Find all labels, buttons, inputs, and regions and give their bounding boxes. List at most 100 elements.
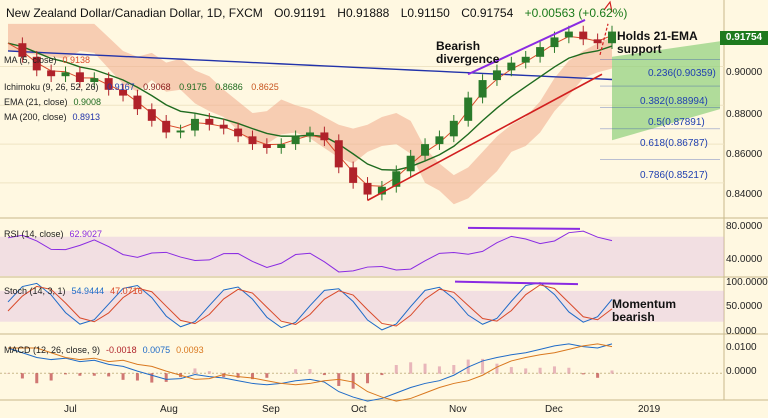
candle-body [234,128,243,137]
macd-hist-bar [366,373,370,384]
candle-body [291,136,300,145]
ichimoku-cloud-bear [8,23,612,205]
candle-body [507,62,516,71]
macd-hist-bar [322,373,326,376]
macd-hist-bar [294,369,298,374]
candle-body [119,89,128,96]
macd-hist-bar [495,363,499,374]
fib-label-786: 0.786(0.85217) [640,170,708,181]
ohlc-high: H0.91888 [337,6,390,20]
candle-body [492,70,501,81]
candle-body [550,37,559,48]
candle-body [593,39,602,44]
macd-hist-bar [78,373,82,376]
candle-body [377,186,386,195]
rsi-tick: 80.0000 [726,221,763,232]
month-label: Oct [351,404,367,415]
fib-label-500: 0.5(0.87891) [648,117,705,128]
macd-hist-bar [581,373,585,375]
stoch-tick: 50.0000 [726,301,763,312]
macd-hist-bar [164,373,168,382]
ema21-legend[interactable]: EMA (21, close) 0.9008 [4,97,102,107]
stoch-d-line [7,284,613,327]
stoch-tick: 100.0000 [726,277,768,288]
macd-hist-bar [308,369,312,374]
macd-hist-bar [394,365,398,374]
candle-body [176,130,185,133]
month-label: Dec [545,404,563,415]
stoch-k-line [7,282,613,331]
macd-hist-bar [49,373,53,381]
candle-body [435,136,444,145]
month-label: Nov [449,404,467,415]
candle-body [449,120,458,137]
bearish-divergence-annotation: Bearish divergence [436,39,500,66]
projection-arrow-head [603,0,613,13]
macd-hist-bar [538,367,542,374]
macd-hist-bar [222,373,226,378]
month-label: Sep [262,404,280,415]
stoch-divergence-line [454,280,579,286]
last-price-tag: 0.91754 [720,31,768,45]
ma5-legend[interactable]: MA (5, close) 0.9138 [4,55,91,65]
rsi-legend[interactable]: RSI (14, close) 62.9027 [4,229,103,239]
macd-hist-bar [6,373,10,374]
candle-body [564,31,573,38]
candle-body [47,70,56,77]
macd-hist-bar [35,373,39,384]
macd-hist-bar [92,373,96,376]
ohlc-close: C0.91754 [461,6,514,20]
macd-hist-bar [279,373,283,374]
macd-hist-bar [193,368,197,374]
ichimoku-legend[interactable]: Ichimoku (9, 26, 52, 26) 0.9167 0.9068 0… [4,82,279,92]
candle-body [334,140,343,168]
candle-body [75,72,84,83]
month-label: Jul [64,404,77,415]
macd-signal-line [8,343,613,402]
macd-legend[interactable]: MACD (12, 26, close, 9) -0.0018 0.0075 0.00… [4,345,204,355]
macd-hist-bar [351,373,355,389]
ohlc-open: O0.91191 [274,6,326,20]
candle-body [248,136,257,145]
macd-hist-bar [596,373,600,378]
macd-hist-bar [452,365,456,374]
macd-hist-bar [20,373,24,379]
momentum-annotation: Momentum bearish [612,297,676,324]
candle-body [608,31,616,44]
macd-tick: 0.0000 [726,366,757,377]
macd-hist-bar [567,367,571,374]
macd-hist-bar [423,363,427,374]
candle-body [464,97,473,121]
stoch-legend[interactable]: Stoch (14, 3, 1) 54.9444 47.0716 [4,286,143,296]
macd-hist-bar [107,373,111,377]
macd-hist-bar [552,366,556,374]
macd-hist-bar [481,358,485,374]
macd-hist-bar [207,371,211,374]
month-label: Aug [160,404,178,415]
candle-body [162,120,171,133]
macd-hist-bar [437,366,441,374]
ohlc-low: L0.91150 [400,6,450,20]
candle-body [61,72,70,77]
candle-body [363,182,372,195]
rsi-divergence-line [467,226,581,230]
fib-label-236: 0.236(0.90359) [648,68,716,79]
ema-support-annotation: Holds 21-EMA support [617,29,698,56]
candle-body [147,109,156,121]
ma200-legend[interactable]: MA (200, close) 0.8913 [4,112,101,122]
rsi-tick: 40.0000 [726,254,763,265]
macd-hist-bar [265,373,269,378]
fib-label-618: 0.618(0.86787) [640,138,708,149]
candle-body [18,43,27,57]
symbol-title: New Zealand Dollar/Canadian Dollar, 1D, … [6,6,263,20]
ichimoku-cloud-bull [612,41,720,141]
macd-hist-bar [509,367,513,374]
price-tick: 0.84000 [726,189,763,200]
price-tick: 0.88000 [726,109,763,120]
price-tick: 0.86000 [726,149,763,160]
candle-body [219,124,228,129]
macd-hist-bar [150,373,154,383]
projection-arrow [599,23,609,56]
candle-body [277,144,286,148]
